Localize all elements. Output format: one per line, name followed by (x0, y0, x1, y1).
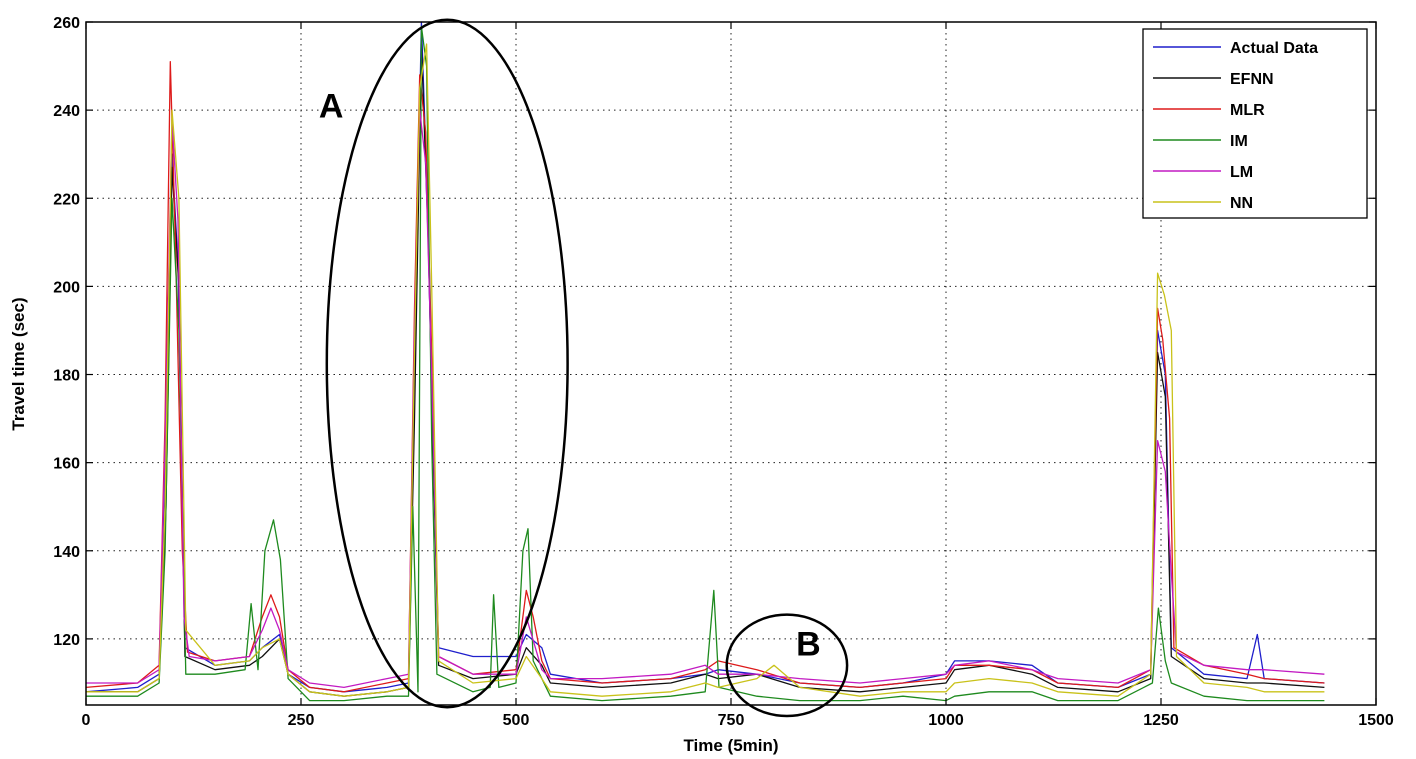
axis-ticks: 0 250 500 750 1000 1250 1500 120 140 160 180 200 220… (53, 15, 1394, 729)
grid-lines (86, 22, 1376, 705)
legend-label: MLR (1230, 102, 1265, 119)
series-lines (85, 21, 1325, 702)
y-tick-label: 260 (53, 15, 80, 32)
series-line-im (86, 25, 1325, 702)
x-tick-label: 1000 (928, 712, 964, 729)
x-tick-label: 1250 (1143, 712, 1179, 729)
x-tick-label: 250 (288, 712, 315, 729)
legend-box (1142, 28, 1368, 219)
y-tick-label: 220 (53, 191, 80, 208)
annotation-b: B (796, 625, 821, 663)
legend-label: Actual Data (1230, 40, 1318, 57)
series-line-efnn (86, 43, 1325, 697)
y-tick-label: 180 (53, 368, 80, 385)
x-tick-label: 750 (718, 712, 745, 729)
legend-label: IM (1230, 133, 1248, 150)
series-line-lm (86, 109, 1325, 689)
annotation-a: A (319, 88, 344, 126)
y-tick-label: 200 (53, 279, 80, 296)
x-tick-label: 0 (82, 712, 91, 729)
legend-label: NN (1230, 195, 1253, 212)
y-tick-label: 140 (53, 544, 80, 561)
y-tick-label: 120 (53, 632, 80, 649)
x-tick-label: 1500 (1358, 712, 1394, 729)
legend-label: LM (1230, 164, 1253, 181)
x-axis-label: Time (5min) (683, 736, 778, 755)
series-line-nn (86, 43, 1325, 697)
legend-label: EFNN (1230, 71, 1274, 88)
x-tick-label: 500 (503, 712, 530, 729)
highlight-ellipse-a (325, 18, 569, 709)
highlight-ellipses (325, 18, 849, 718)
legend: Actual Data EFNN MLR IM LM NN (1142, 28, 1368, 219)
y-axis-label: Travel time (sec) (9, 297, 28, 430)
y-tick-label: 240 (53, 103, 80, 120)
annotation-labels: AB (319, 88, 821, 664)
highlight-ellipse-b (725, 613, 849, 718)
y-tick-label: 160 (53, 456, 80, 473)
